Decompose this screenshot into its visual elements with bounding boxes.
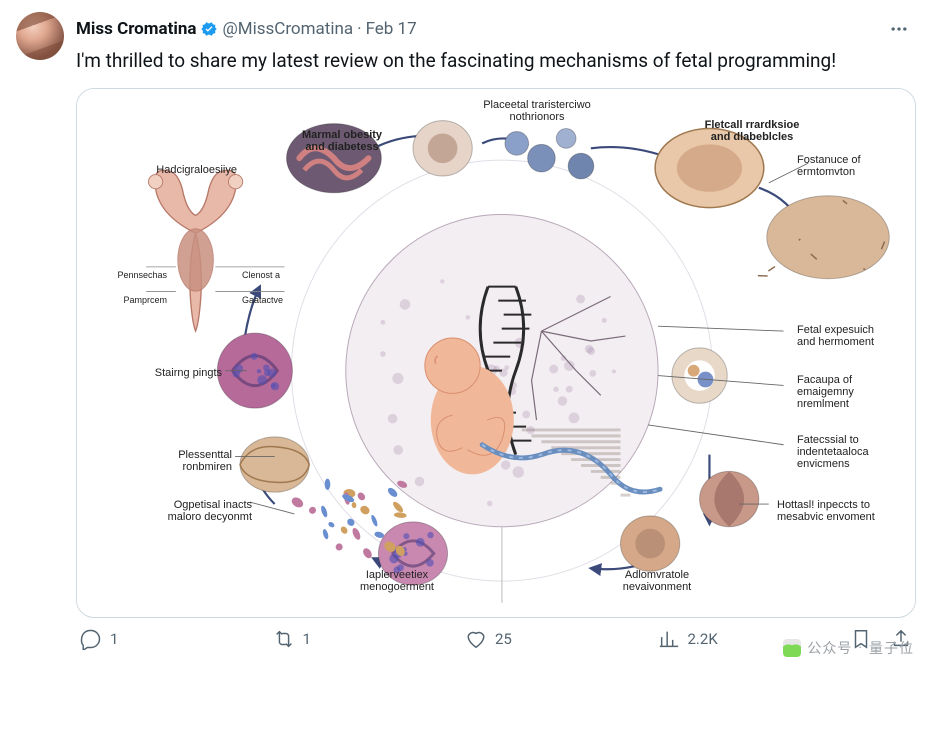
diagram-label: Iaplerveetiexmenogoerment (337, 569, 457, 593)
like-count: 25 (495, 630, 512, 648)
diagram-label: Gaatactve (242, 294, 302, 306)
more-icon (889, 19, 909, 39)
diagram-label: Fletcall rrardksioeand dlabeblcles (677, 119, 827, 143)
post-date[interactable]: Feb 17 (366, 19, 417, 39)
diagram-label: Marmal obesityand diabetess (277, 129, 407, 153)
diagram-label: Stairng pingts (132, 367, 222, 379)
diagram-label: Hadcigraloesiiye (137, 164, 237, 176)
diagram-label: Fatecssial toindentetaalocaenvicmens (797, 434, 907, 470)
handle[interactable]: @MissCromatina (222, 19, 353, 39)
diagram-label: Placeetal traristerciwonothrionors (457, 99, 617, 123)
tweet-text: I'm thrilled to share my latest review o… (76, 48, 916, 74)
diagram-label: Fetal expesuichand hermoment (797, 324, 916, 348)
diagram-label: Pennsechas (107, 269, 167, 281)
watermark-label1: 公众号 (807, 638, 852, 658)
views-count: 2.2K (688, 630, 718, 648)
tweet-main: Miss Cromatina @MissCromatina · Feb 17 I… (76, 12, 916, 650)
dot-separator: · (357, 19, 361, 39)
diagram-label: Clenost a (242, 269, 302, 281)
retweet-count: 1 (303, 630, 311, 648)
retweet-button[interactable]: 1 (273, 628, 466, 650)
watermark-sep: · (858, 640, 863, 656)
display-name[interactable]: Miss Cromatina (76, 19, 196, 39)
diagram-label: Pamprcem (107, 294, 167, 306)
tweet-container: Miss Cromatina @MissCromatina · Feb 17 I… (0, 0, 932, 662)
retweet-icon (273, 628, 295, 650)
watermark-label2: 量子位 (869, 638, 914, 658)
diagram-label: Ogpetisal inactsmaloro decyonmt (132, 499, 252, 523)
views-icon (658, 628, 680, 650)
wechat-icon (783, 639, 801, 657)
heart-icon (465, 628, 487, 650)
tweet-header: Miss Cromatina @MissCromatina · Feb 17 (76, 12, 916, 46)
verified-badge-icon (200, 20, 218, 38)
like-button[interactable]: 25 (465, 628, 658, 650)
watermark: 公众号 · 量子位 (783, 638, 914, 658)
reply-icon (80, 628, 102, 650)
diagram-label: Hottasl! inpeccts tomesabvic envoment (777, 499, 916, 523)
media-image[interactable]: Marmal obesityand diabetess Hadcigraloesi… (76, 88, 916, 618)
more-button[interactable] (882, 12, 916, 46)
reply-count: 1 (110, 630, 118, 648)
diagram-label: Fostanuce ofermtomvton (797, 154, 907, 178)
diagram-label: Plessenttalronbmiren (132, 449, 232, 473)
diagram-label: Facaupa ofemaigemnynremlment (797, 374, 907, 410)
diagram-label: Adlomvratolenevaivonment (597, 569, 717, 593)
avatar[interactable] (16, 12, 64, 60)
reply-button[interactable]: 1 (80, 628, 273, 650)
